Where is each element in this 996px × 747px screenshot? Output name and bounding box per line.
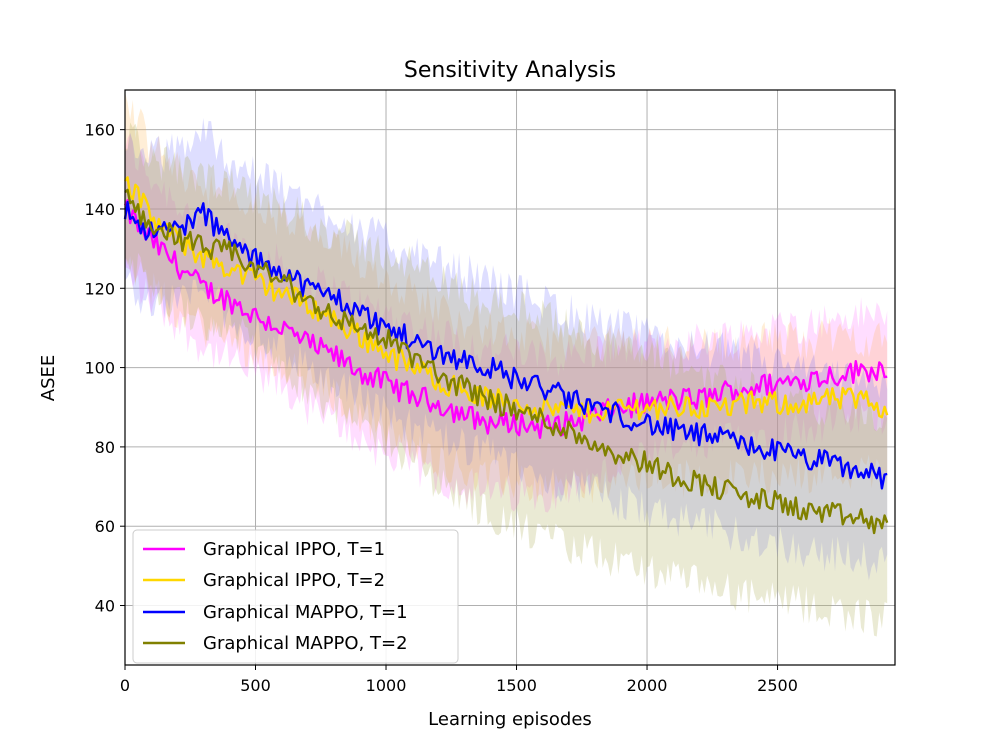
legend: Graphical IPPO, T=1 Graphical IPPO, T=2 … (132, 529, 459, 664)
x-tick-label-0: 0 (120, 676, 130, 695)
line-series-2 (123, 200, 888, 490)
y-tick-label-2: 80 (95, 438, 115, 457)
y-tick-label-0: 40 (95, 597, 115, 616)
legend-label-ippo-t2: Graphical IPPO, T=2 (203, 570, 385, 591)
x-tick-label-2: 1000 (366, 676, 407, 695)
legend-label-mappo-t2: Graphical MAPPO, T=2 (203, 633, 408, 654)
line-series-0 (123, 199, 888, 439)
y-tick-label-4: 120 (84, 279, 115, 298)
grid-lines (124, 90, 895, 665)
y-tick-label-6: 160 (84, 121, 115, 140)
legend-label-ippo-t1: Graphical IPPO, T=1 (203, 539, 385, 560)
y-tick-label-3: 100 (84, 359, 115, 378)
x-tick-label-3: 1500 (496, 676, 537, 695)
y-tick-label-1: 60 (95, 517, 115, 536)
x-tick-label-5: 2500 (757, 676, 798, 695)
series-lines (123, 176, 889, 535)
y-axis-ticks: 40 60 80 100 120 140 160 (84, 121, 125, 616)
plot-frame (124, 89, 896, 666)
band-series-0 (125, 133, 888, 513)
legend-box (132, 529, 459, 664)
x-axis-label: Learning episodes (428, 709, 592, 730)
band-series-3 (125, 122, 888, 637)
legend-label-mappo-t1: Graphical MAPPO, T=1 (203, 602, 408, 623)
x-axis-ticks: 0 500 1000 1500 2000 2500 (120, 665, 798, 695)
y-tick-label-5: 140 (84, 200, 115, 219)
line-series-3 (124, 188, 889, 535)
chart-title: Sensitivity Analysis (404, 58, 616, 83)
x-tick-label-1: 500 (240, 676, 271, 695)
x-tick-label-4: 2000 (627, 676, 668, 695)
y-axis-label: ASEE (38, 355, 59, 402)
band-series-2 (125, 118, 888, 581)
